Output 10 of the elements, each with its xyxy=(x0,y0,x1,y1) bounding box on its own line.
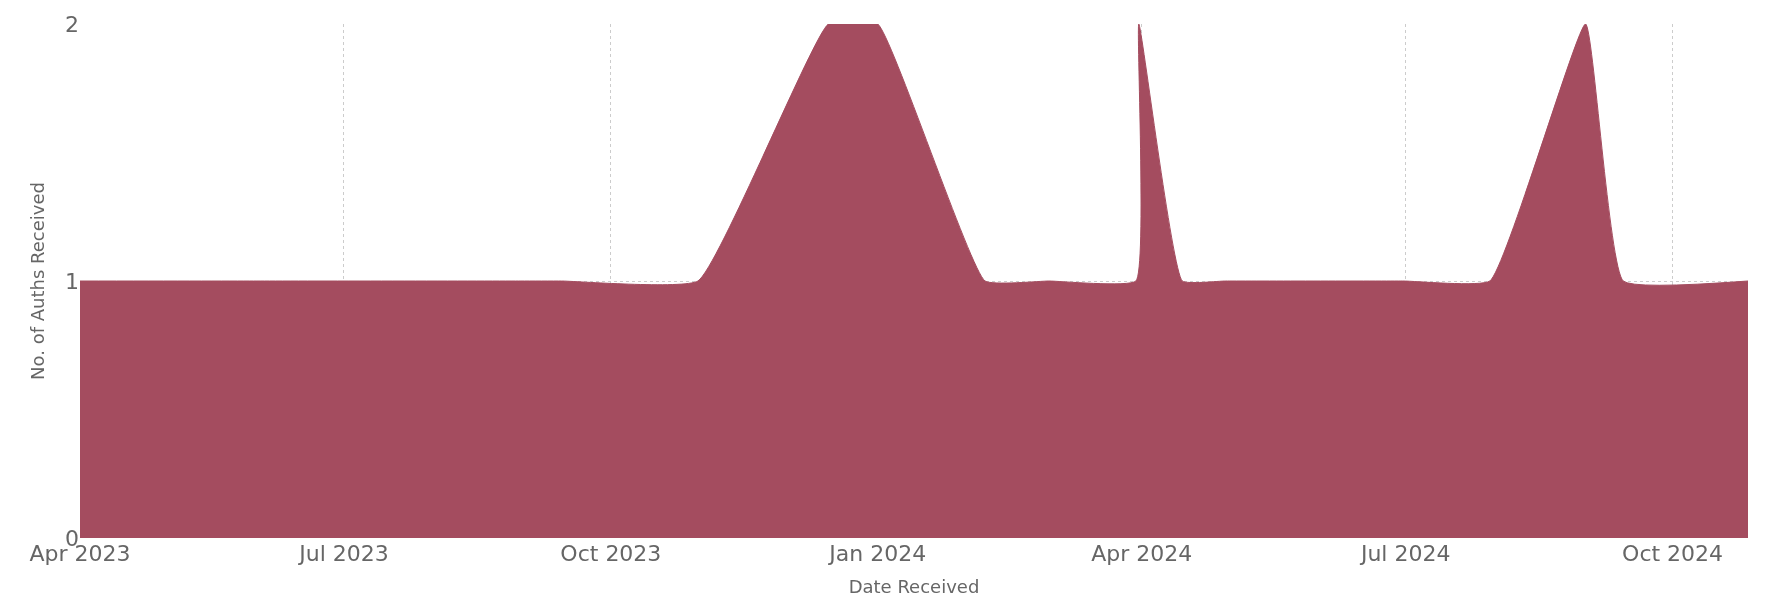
y-tick-label: 2 xyxy=(65,11,79,37)
x-tick-label: Jul 2023 xyxy=(297,541,389,566)
x-tick-label: Oct 2023 xyxy=(560,541,662,566)
x-tick-label: Oct 2024 xyxy=(1622,541,1724,566)
y-axis-title: No. of Auths Received xyxy=(27,182,49,380)
x-tick-label: Jul 2024 xyxy=(1358,541,1451,566)
x-tick-label: Jan 2024 xyxy=(827,541,927,566)
x-axis-title: Date Received xyxy=(848,576,980,598)
x-tick-label: Apr 2024 xyxy=(1091,541,1193,566)
y-tick-label: 1 xyxy=(65,268,79,294)
